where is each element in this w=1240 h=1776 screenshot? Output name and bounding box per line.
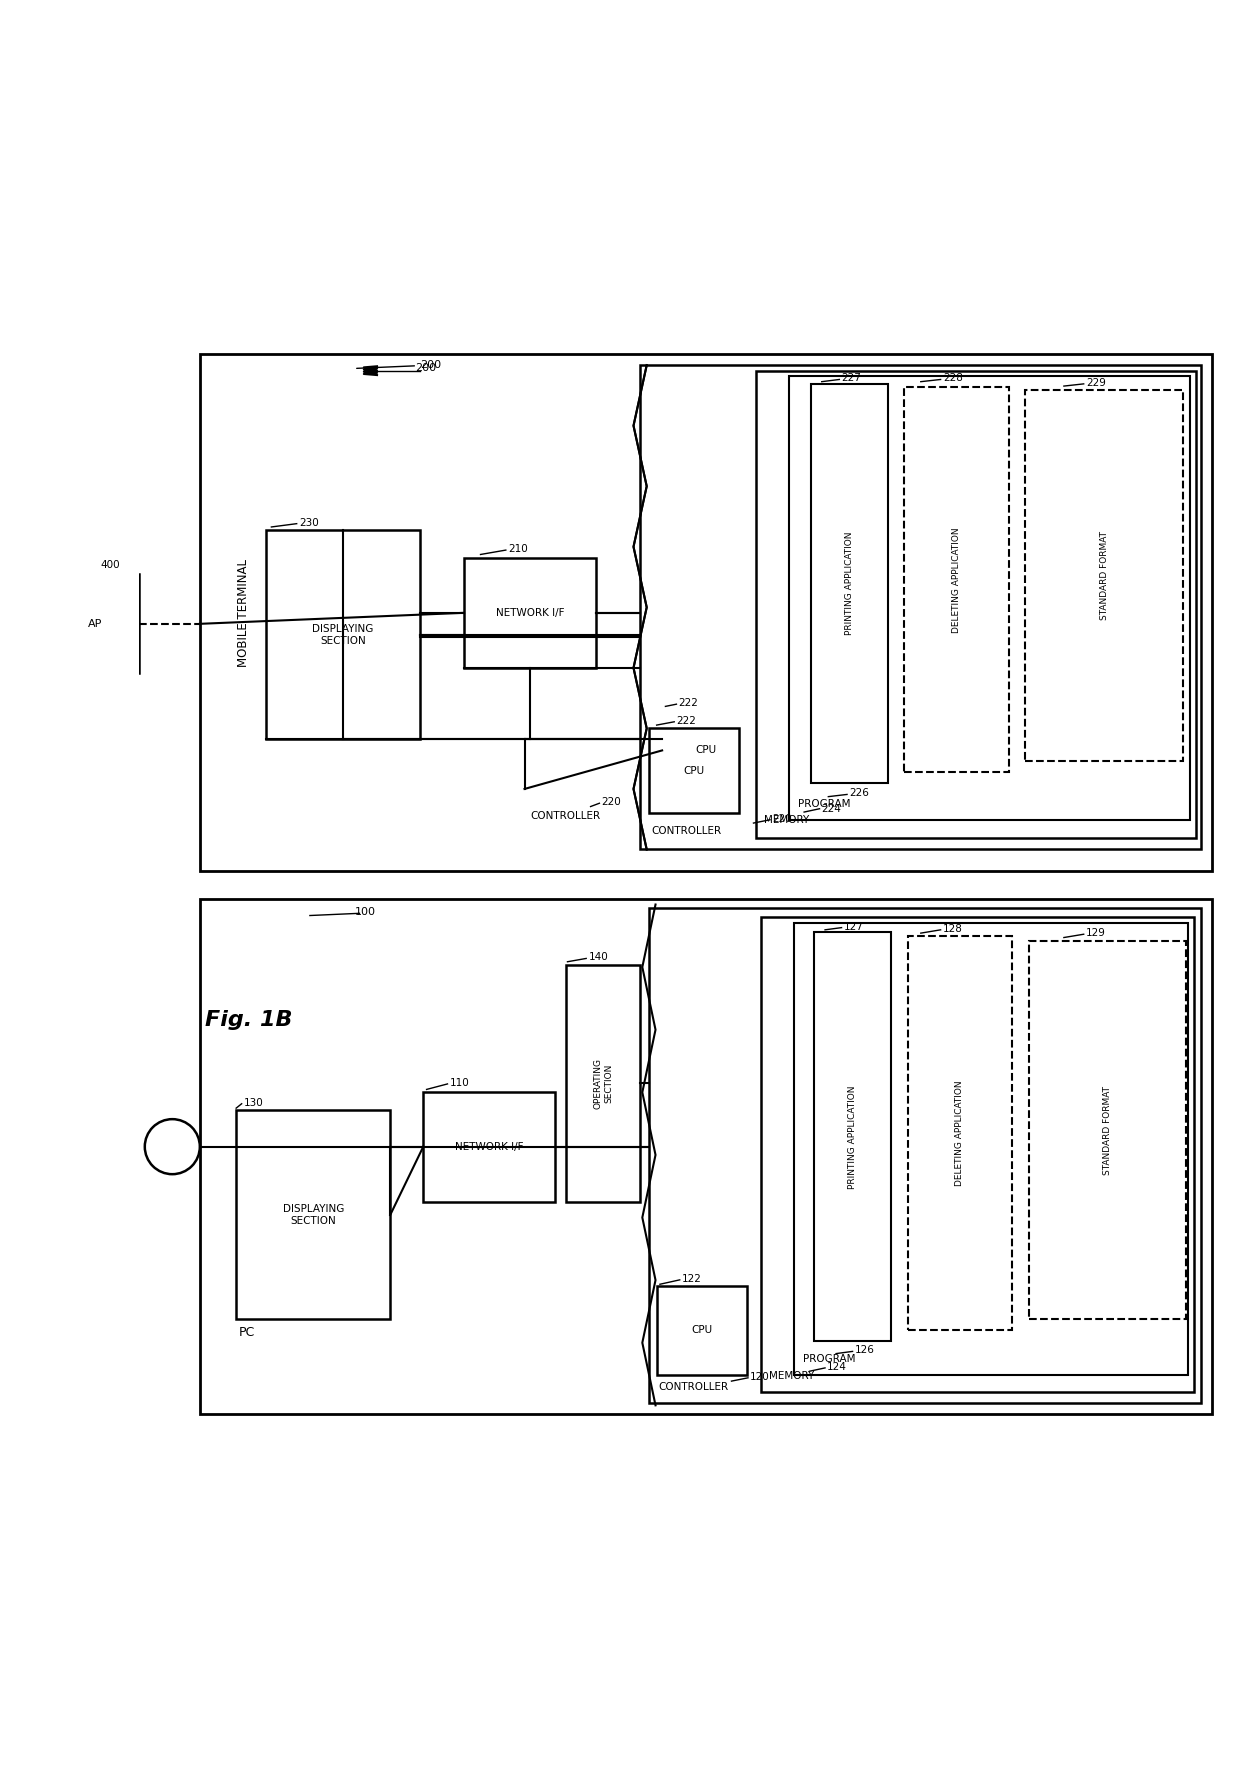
Polygon shape	[794, 924, 1188, 1375]
Polygon shape	[51, 574, 139, 673]
Text: 224: 224	[822, 805, 842, 813]
Polygon shape	[755, 371, 1195, 838]
Text: 110: 110	[450, 1078, 470, 1089]
Text: 124: 124	[827, 1362, 847, 1371]
Polygon shape	[904, 387, 1009, 773]
Text: MEMORY: MEMORY	[765, 815, 810, 826]
Polygon shape	[464, 558, 596, 668]
Text: PC: PC	[238, 1327, 254, 1339]
Polygon shape	[649, 728, 739, 813]
Text: 222: 222	[678, 698, 698, 709]
Circle shape	[145, 1119, 200, 1174]
Text: 100: 100	[355, 908, 376, 916]
Text: DELETING APPLICATION: DELETING APPLICATION	[952, 527, 961, 632]
Text: NETWORK I/F: NETWORK I/F	[496, 607, 564, 618]
Text: PRINTING APPLICATION: PRINTING APPLICATION	[844, 531, 854, 636]
Text: 228: 228	[942, 373, 962, 384]
Text: OPERATING
SECTION: OPERATING SECTION	[594, 1058, 613, 1108]
Text: 126: 126	[854, 1344, 874, 1355]
Polygon shape	[567, 964, 640, 1202]
Polygon shape	[813, 932, 892, 1341]
Text: 210: 210	[508, 543, 528, 554]
Text: CPU: CPU	[691, 1325, 712, 1336]
Polygon shape	[265, 531, 420, 739]
Text: CPU: CPU	[683, 765, 704, 776]
Text: 230: 230	[299, 517, 319, 527]
Polygon shape	[1029, 941, 1187, 1320]
Text: MOBILE TERMINAL: MOBILE TERMINAL	[237, 559, 250, 666]
Text: 120: 120	[750, 1371, 770, 1382]
Text: 122: 122	[682, 1273, 702, 1284]
Text: 220: 220	[601, 797, 621, 806]
Circle shape	[0, 593, 16, 655]
Polygon shape	[789, 377, 1190, 821]
Text: PROGRAM: PROGRAM	[797, 799, 849, 808]
Text: 140: 140	[588, 952, 608, 963]
Text: 200: 200	[357, 361, 441, 369]
Text: 226: 226	[849, 789, 869, 799]
Text: CONTROLLER: CONTROLLER	[529, 812, 600, 822]
Text: 200: 200	[415, 364, 436, 373]
Polygon shape	[649, 908, 1202, 1403]
Polygon shape	[423, 1092, 556, 1202]
Text: 129: 129	[1086, 929, 1106, 938]
Text: 227: 227	[842, 373, 862, 384]
Text: CPU: CPU	[696, 746, 717, 755]
Text: CONTROLLER: CONTROLLER	[651, 826, 722, 836]
Polygon shape	[761, 916, 1194, 1392]
Text: PRINTING APPLICATION: PRINTING APPLICATION	[848, 1085, 857, 1188]
Text: DISPLAYING
SECTION: DISPLAYING SECTION	[312, 623, 373, 646]
Polygon shape	[1025, 391, 1183, 762]
Text: 130: 130	[244, 1098, 264, 1108]
Text: AP: AP	[88, 618, 103, 629]
Polygon shape	[811, 384, 888, 783]
Polygon shape	[908, 936, 1012, 1330]
Text: STANDARD FORMAT: STANDARD FORMAT	[1102, 1085, 1112, 1174]
Text: CONTROLLER: CONTROLLER	[658, 1382, 729, 1392]
Text: 128: 128	[942, 924, 962, 934]
Polygon shape	[200, 899, 1213, 1414]
Polygon shape	[236, 1110, 391, 1320]
Text: STANDARD FORMAT: STANDARD FORMAT	[1100, 531, 1109, 620]
Polygon shape	[640, 366, 1202, 849]
Text: 222: 222	[677, 716, 697, 726]
Text: DISPLAYING
SECTION: DISPLAYING SECTION	[283, 1204, 343, 1225]
Text: 400: 400	[100, 561, 120, 570]
Text: Fig. 1B: Fig. 1B	[206, 1011, 293, 1030]
Polygon shape	[657, 1286, 746, 1375]
Polygon shape	[662, 712, 750, 789]
Text: NETWORK I/F: NETWORK I/F	[455, 1142, 523, 1151]
Text: A: A	[167, 1140, 177, 1153]
Text: 220: 220	[773, 813, 792, 824]
Text: PROGRAM: PROGRAM	[804, 1353, 856, 1364]
Text: 127: 127	[843, 922, 863, 932]
Text: DELETING APPLICATION: DELETING APPLICATION	[955, 1080, 965, 1186]
Polygon shape	[200, 353, 1213, 872]
Text: MEMORY: MEMORY	[769, 1371, 815, 1382]
Text: 229: 229	[1086, 378, 1106, 387]
